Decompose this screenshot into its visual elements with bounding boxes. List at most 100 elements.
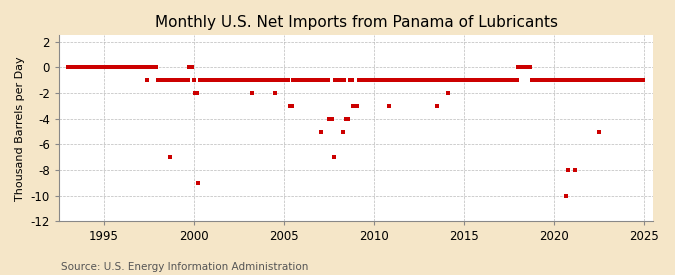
Point: [285, 104, 296, 108]
Point: [221, 78, 232, 82]
Point: [279, 78, 290, 82]
Point: [321, 78, 331, 82]
Point: [234, 78, 244, 82]
Point: [382, 78, 393, 82]
Point: [415, 78, 426, 82]
Point: [355, 78, 366, 82]
Point: [462, 78, 472, 82]
Point: [559, 78, 570, 82]
Point: [496, 78, 507, 82]
Point: [72, 65, 82, 70]
Point: [322, 78, 333, 82]
Point: [319, 78, 330, 82]
Point: [495, 78, 506, 82]
Point: [316, 130, 327, 134]
Point: [172, 78, 183, 82]
Point: [295, 78, 306, 82]
Point: [577, 78, 588, 82]
Point: [523, 65, 534, 70]
Point: [160, 78, 171, 82]
Point: [123, 65, 134, 70]
Point: [558, 78, 568, 82]
Point: [204, 78, 215, 82]
Point: [151, 65, 162, 70]
Point: [103, 65, 114, 70]
Point: [377, 78, 388, 82]
Point: [586, 78, 597, 82]
Point: [118, 65, 129, 70]
Point: [288, 78, 298, 82]
Point: [208, 78, 219, 82]
Point: [318, 78, 329, 82]
Point: [327, 117, 338, 121]
Point: [507, 78, 518, 82]
Point: [389, 78, 400, 82]
Point: [99, 65, 109, 70]
Point: [379, 78, 390, 82]
Point: [510, 78, 520, 82]
Point: [207, 78, 217, 82]
Point: [121, 65, 132, 70]
Point: [356, 78, 367, 82]
Point: [96, 65, 107, 70]
Point: [442, 91, 453, 95]
Point: [591, 78, 601, 82]
Point: [369, 78, 379, 82]
Point: [475, 78, 486, 82]
Point: [634, 78, 645, 82]
Point: [340, 117, 351, 121]
Point: [262, 78, 273, 82]
Point: [607, 78, 618, 82]
Point: [424, 78, 435, 82]
Point: [453, 78, 464, 82]
Point: [562, 168, 573, 172]
Point: [145, 65, 156, 70]
Point: [571, 78, 582, 82]
Point: [211, 78, 222, 82]
Point: [402, 78, 412, 82]
Point: [553, 78, 564, 82]
Point: [491, 78, 502, 82]
Point: [100, 65, 111, 70]
Point: [373, 78, 384, 82]
Point: [306, 78, 317, 82]
Point: [215, 78, 226, 82]
Point: [76, 65, 87, 70]
Point: [342, 117, 352, 121]
Point: [364, 78, 375, 82]
Point: [242, 78, 253, 82]
Point: [182, 78, 193, 82]
Point: [343, 117, 354, 121]
Point: [190, 91, 201, 95]
Point: [605, 78, 616, 82]
Point: [448, 78, 459, 82]
Point: [312, 78, 323, 82]
Point: [526, 78, 537, 82]
Point: [248, 78, 259, 82]
Point: [139, 65, 150, 70]
Point: [217, 78, 228, 82]
Point: [406, 78, 417, 82]
Point: [631, 78, 642, 82]
Point: [508, 78, 519, 82]
Point: [493, 78, 504, 82]
Point: [381, 78, 392, 82]
Point: [109, 65, 120, 70]
Point: [445, 78, 456, 82]
Y-axis label: Thousand Barrels per Day: Thousand Barrels per Day: [15, 56, 25, 201]
Point: [632, 78, 643, 82]
Point: [604, 78, 615, 82]
Point: [409, 78, 420, 82]
Point: [501, 78, 512, 82]
Point: [334, 78, 345, 82]
Point: [545, 78, 556, 82]
Point: [192, 91, 202, 95]
Point: [615, 78, 626, 82]
Point: [333, 78, 344, 82]
Point: [624, 78, 634, 82]
Point: [265, 78, 276, 82]
Point: [388, 78, 399, 82]
Point: [113, 65, 124, 70]
Point: [556, 78, 567, 82]
Point: [92, 65, 103, 70]
